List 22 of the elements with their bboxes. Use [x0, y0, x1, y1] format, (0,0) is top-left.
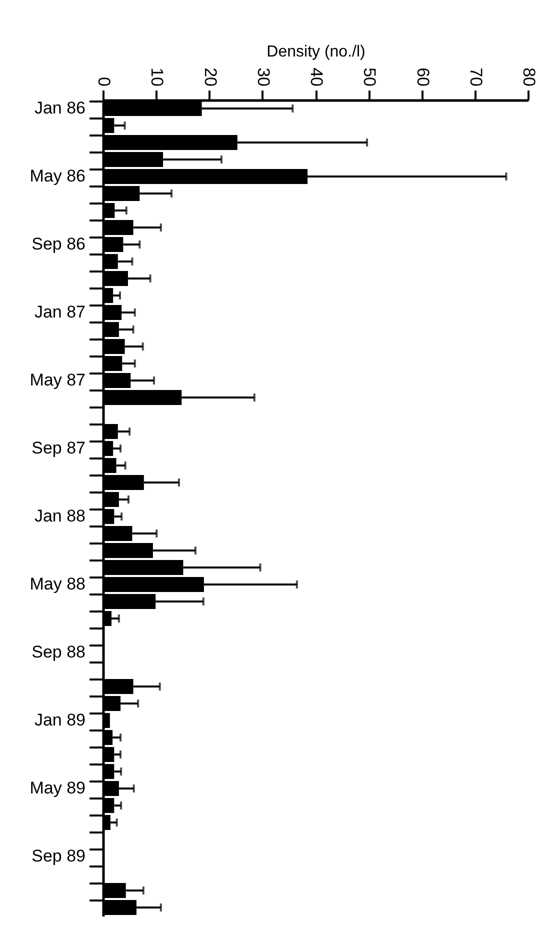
y-tick-label: Jan 89 — [34, 710, 86, 730]
y-tick-label: May 88 — [30, 574, 86, 594]
x-tick-label: 0 — [94, 77, 114, 86]
y-tick-label: Jan 87 — [34, 302, 86, 322]
y-tick-label: Jan 88 — [34, 506, 86, 526]
y-tick-label: Sep 89 — [32, 846, 86, 866]
x-tick-label: 10 — [148, 68, 167, 86]
x-tick-label: 60 — [413, 68, 432, 86]
y-tick-label: May 87 — [30, 370, 86, 390]
x-axis-title: Density (no./l) — [266, 44, 366, 61]
x-tick-label: 20 — [200, 68, 220, 86]
y-tick-label: May 86 — [30, 166, 86, 186]
y-tick-label: Sep 86 — [32, 234, 86, 254]
x-tick-label: 40 — [307, 68, 326, 86]
y-tick-label: Sep 88 — [32, 642, 86, 662]
x-tick-label: 80 — [520, 68, 538, 86]
x-tick-label: 30 — [254, 68, 273, 86]
x-tick-label: 70 — [466, 68, 486, 86]
x-tick-label: 50 — [360, 68, 380, 86]
y-tick-label: May 89 — [30, 778, 86, 798]
y-tick-label: Jan 86 — [34, 98, 86, 118]
y-tick-label: Sep 87 — [32, 438, 86, 458]
